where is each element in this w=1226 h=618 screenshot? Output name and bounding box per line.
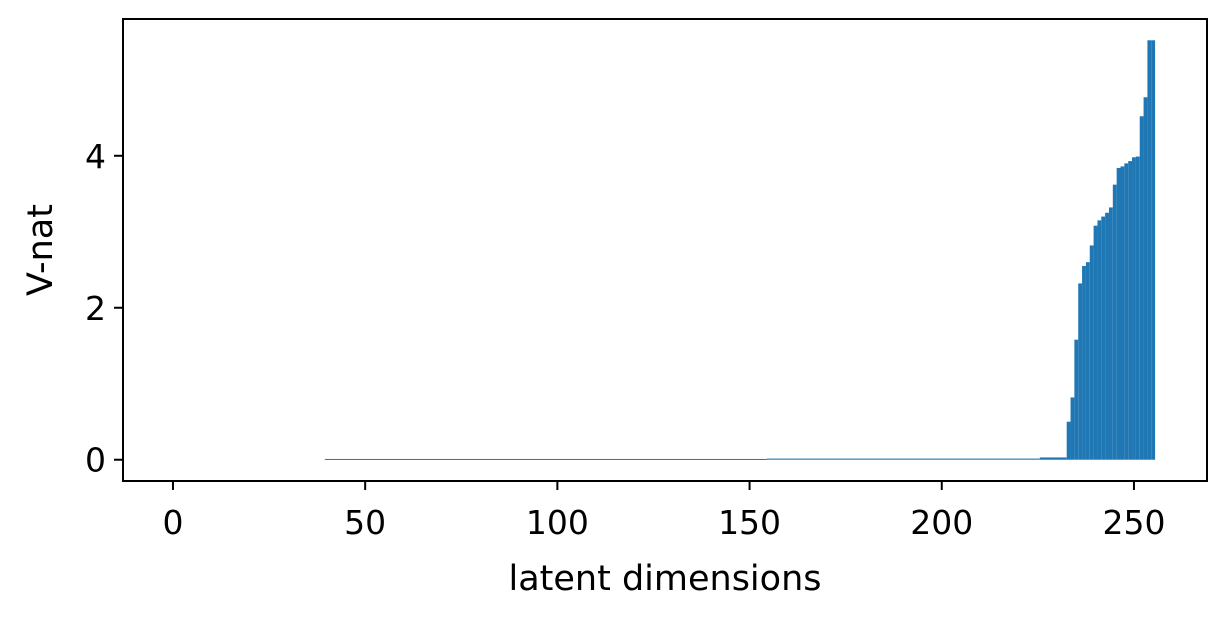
y-tick-label: 2 (85, 289, 106, 328)
bar (1101, 216, 1106, 460)
bar (1093, 225, 1098, 460)
bar (1120, 166, 1125, 460)
x-tick-label: 150 (718, 503, 781, 542)
x-axis-ticks: 0 50 100 150 200 250 (162, 481, 1165, 542)
bar (1105, 212, 1109, 460)
x-tick-label: 100 (526, 503, 589, 542)
bar (1074, 339, 1079, 460)
bar (1147, 40, 1152, 460)
y-tick-label: 4 (85, 137, 106, 176)
bar (1151, 40, 1156, 460)
bar (1132, 157, 1136, 460)
y-axis-ticks: 0 2 4 (85, 137, 123, 480)
x-axis-label: latent dimensions (508, 559, 821, 599)
bar (1143, 97, 1148, 460)
bar (324, 458, 767, 460)
bar (1085, 262, 1090, 460)
bar (1070, 397, 1075, 460)
bar (1082, 265, 1086, 460)
bar (1139, 116, 1144, 460)
x-tick-label: 250 (1102, 503, 1165, 542)
bar (1135, 156, 1140, 460)
y-tick-label: 0 (85, 441, 106, 480)
bar (766, 458, 1040, 460)
plot-frame (122, 18, 1208, 482)
x-tick-label: 0 (162, 503, 183, 542)
x-tick-label: 50 (344, 503, 386, 542)
bar (1097, 220, 1102, 460)
bar (1089, 245, 1094, 460)
bar (1112, 184, 1117, 460)
bar (1124, 163, 1129, 460)
y-axis-label: V-nat (21, 204, 61, 296)
bars-group (324, 40, 1156, 460)
bar (1066, 421, 1071, 460)
bar (1078, 283, 1083, 460)
plot-background (123, 19, 1207, 481)
bar (1039, 457, 1067, 460)
bar (1116, 167, 1121, 460)
x-tick-label: 200 (910, 503, 973, 542)
bar (1108, 207, 1113, 460)
bar (1128, 161, 1133, 460)
